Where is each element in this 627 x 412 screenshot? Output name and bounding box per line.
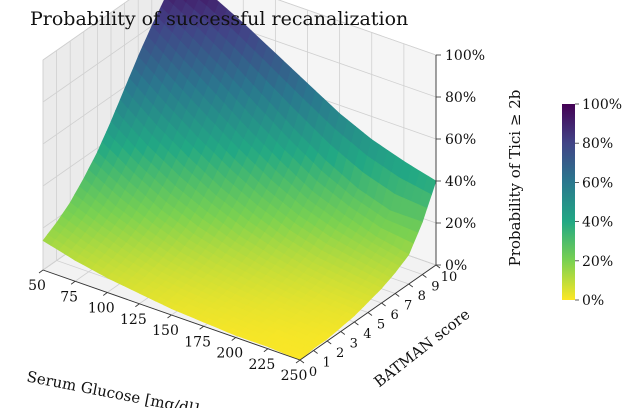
- y-tick-label: 1: [322, 356, 330, 371]
- x-tick-label: 250: [281, 368, 308, 384]
- x-tick-label: 225: [249, 357, 276, 373]
- y-tick-label: 4: [363, 327, 371, 342]
- x-tick-mark: [231, 337, 236, 341]
- chart-title: Probability of successful recanalization: [30, 8, 409, 30]
- colorbar-gradient: [562, 104, 575, 300]
- y-tick-mark: [422, 274, 427, 278]
- z-tick-label: 60%: [445, 132, 476, 148]
- colorbar-tick-label: 100%: [582, 97, 622, 113]
- y-tick-label: 9: [431, 280, 439, 295]
- x-tick-mark: [70, 280, 76, 285]
- y-tick-mark: [435, 264, 441, 269]
- x-tick-label: 75: [60, 289, 78, 305]
- z-axis-label: Probability of Tici ≥ 2b: [506, 90, 524, 267]
- x-tick-label: 125: [120, 312, 147, 328]
- y-tick-mark: [354, 321, 359, 326]
- colorbar-ticks: 0% 20% 40% 60% 80% 100%: [575, 97, 622, 309]
- y-tick-label: 10: [441, 270, 458, 285]
- y-tick-mark: [340, 331, 346, 335]
- x-axis-label: Serum Glucose [mg/dl]: [25, 368, 200, 408]
- y-tick-mark: [367, 312, 373, 316]
- x-tick-label: 200: [216, 346, 243, 362]
- y-tick-label: 3: [350, 337, 358, 352]
- x-tick-mark: [38, 269, 44, 274]
- y-tick-label: 7: [404, 299, 412, 314]
- y-tick-label: 0: [309, 365, 317, 380]
- x-tick-mark: [263, 348, 269, 353]
- colorbar-tick-label: 0%: [582, 293, 604, 309]
- y-tick-mark: [381, 302, 386, 307]
- x-tick-label: 100: [88, 301, 115, 317]
- colorbar-tick-label: 60%: [582, 175, 613, 191]
- surface: [42, 0, 437, 361]
- x-tick-mark: [295, 359, 301, 364]
- x-tick-label: 150: [152, 323, 179, 339]
- y-tick-mark: [394, 293, 400, 297]
- z-tick-label: 20%: [445, 216, 476, 232]
- y-tick-mark: [299, 359, 305, 364]
- y-tick-label: 8: [418, 289, 426, 304]
- colorbar: 0% 20% 40% 60% 80% 100%: [562, 97, 622, 309]
- y-tick-label: 5: [377, 318, 385, 333]
- gridline-z: [42, 0, 437, 61]
- x-tick-mark: [167, 314, 172, 319]
- z-tick-label: 40%: [445, 174, 476, 190]
- y-axis-label: BATMAN score: [371, 305, 474, 391]
- y-tick-label: 6: [390, 308, 398, 323]
- y-tick-mark: [408, 283, 414, 288]
- colorbar-tick-label: 40%: [582, 215, 613, 231]
- y-tick-mark: [313, 350, 318, 354]
- x-tick-mark: [135, 303, 140, 308]
- colorbar-tick-label: 20%: [582, 254, 613, 270]
- x-tick-mark: [199, 325, 204, 330]
- x-tick-mark: [103, 292, 108, 296]
- y-tick-label: 2: [336, 346, 344, 361]
- colorbar-tick-label: 80%: [582, 136, 613, 152]
- x-tick-label: 175: [184, 334, 211, 350]
- z-tick-label: 100%: [445, 48, 485, 64]
- z-tick-label: 0%: [445, 258, 467, 274]
- x-tick-label: 50: [28, 278, 46, 294]
- z-tick-label: 80%: [445, 90, 476, 106]
- y-tick-mark: [326, 340, 332, 345]
